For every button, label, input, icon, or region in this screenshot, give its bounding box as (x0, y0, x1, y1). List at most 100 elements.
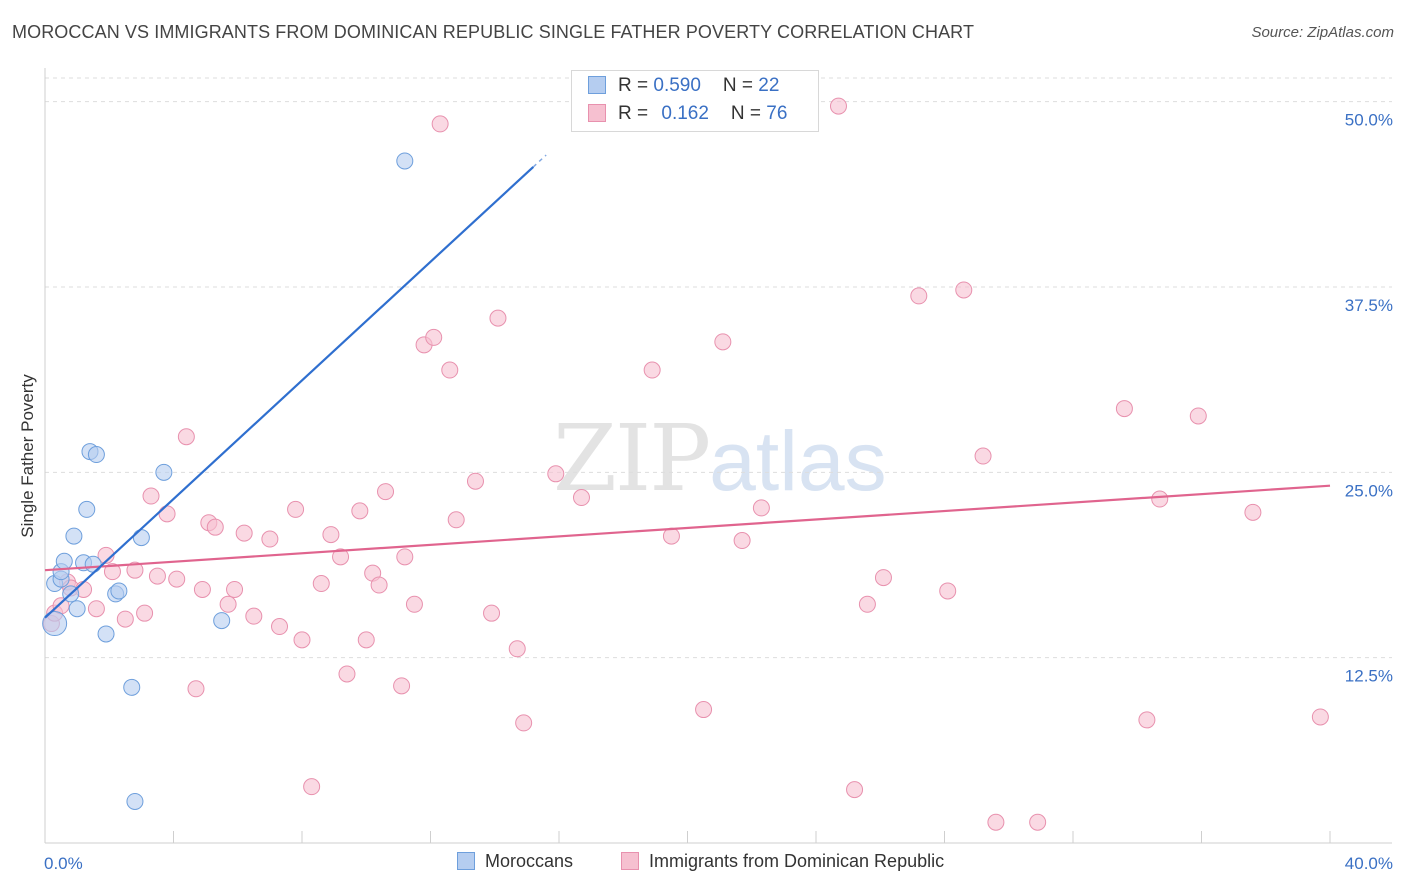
bottom-legend-swatch-blue (457, 852, 475, 870)
data-point-dominican (206, 518, 224, 536)
data-point-dominican (939, 582, 957, 600)
data-point-moroccan (396, 152, 414, 170)
data-point-dominican (377, 483, 395, 501)
data-point-dominican (955, 281, 973, 299)
trend-lines (44, 154, 1331, 619)
x-tick-label: 40.0% (1345, 854, 1393, 873)
bottom-legend-label-moroccans: Moroccans (485, 851, 574, 871)
data-point-dominican (148, 567, 166, 585)
data-point-moroccan (155, 463, 173, 481)
data-point-dominican (1189, 407, 1207, 425)
legend-swatch-pink (588, 104, 606, 122)
data-point-dominican (515, 714, 533, 732)
data-point-moroccan (126, 792, 144, 810)
data-point-dominican (235, 524, 253, 542)
data-point-dominican (695, 701, 713, 719)
data-point-dominican (714, 333, 732, 351)
data-point-dominican (136, 604, 154, 622)
data-point-dominican (858, 595, 876, 613)
dominican-points (42, 97, 1329, 831)
data-point-dominican (829, 97, 847, 115)
legend-n-label: N = (722, 75, 759, 96)
data-point-moroccan (68, 600, 86, 618)
data-point-dominican (1151, 490, 1169, 508)
data-point-moroccan (55, 552, 73, 570)
data-point-dominican (142, 487, 160, 505)
data-point-dominican (910, 287, 928, 305)
data-point-dominican (846, 781, 864, 799)
trend-line-dominican (44, 484, 1331, 572)
y-tick-label: 50.0% (1345, 111, 1393, 130)
legend-n-value: 22 (758, 75, 780, 96)
data-point-dominican (425, 328, 443, 346)
bottom-legend-swatch-pink (621, 852, 639, 870)
data-point-dominican (393, 677, 411, 695)
data-point-dominican (431, 115, 449, 133)
data-point-dominican (158, 505, 176, 523)
data-point-dominican (219, 595, 237, 613)
data-point-dominican (351, 502, 369, 520)
data-point-dominican (177, 428, 195, 446)
data-point-dominican (1138, 711, 1156, 729)
data-point-dominican (483, 604, 501, 622)
trend-line-moroccans-extension (532, 154, 547, 168)
trend-line-moroccans (44, 166, 535, 619)
data-point-dominican (572, 489, 590, 507)
data-point-dominican (312, 575, 330, 593)
data-point-dominican (974, 447, 992, 465)
legend-row-moroccans: R = 0.590 N = 22 (588, 74, 779, 98)
data-point-dominican (489, 309, 507, 327)
data-point-dominican (370, 576, 388, 594)
legend-r-value: 0.162 (661, 103, 709, 124)
data-point-dominican (405, 595, 423, 613)
data-point-dominican (126, 561, 144, 579)
data-point-dominican (441, 361, 459, 379)
data-point-dominican (187, 680, 205, 698)
grid-lines (45, 77, 1392, 659)
chart-title: MOROCCAN VS IMMIGRANTS FROM DOMINICAN RE… (12, 22, 975, 42)
data-point-dominican (303, 778, 321, 796)
data-point-dominican (87, 600, 105, 618)
watermark-atlas: atlas (709, 414, 887, 508)
correlation-legend: R = 0.590 N = 22 R = 0.162 N = 76 (571, 70, 819, 132)
data-point-dominican (338, 665, 356, 683)
data-point-dominican (752, 499, 770, 517)
data-point-dominican (322, 526, 340, 544)
tick-labels: 12.5% 25.0% 37.5% 50.0% 0.0% 40.0% (44, 111, 1393, 873)
bottom-legend-moroccans: Moroccans (457, 851, 573, 872)
data-point-dominican (874, 569, 892, 587)
data-point-moroccan (65, 527, 83, 545)
data-point-dominican (261, 530, 279, 548)
data-point-dominican (733, 532, 751, 550)
data-point-dominican (116, 610, 134, 628)
data-point-dominican (466, 472, 484, 490)
data-point-dominican (547, 465, 565, 483)
data-point-dominican (193, 580, 211, 598)
y-axis-label: Single Father Poverty (18, 374, 37, 538)
legend-n-label: N = (730, 103, 767, 124)
axes (44, 68, 1392, 844)
legend-swatch-blue (588, 76, 606, 94)
legend-r-label: R = (618, 103, 654, 124)
x-tick-label: 0.0% (44, 854, 83, 873)
data-point-dominican (643, 361, 661, 379)
data-point-moroccan (123, 678, 141, 696)
y-tick-label: 25.0% (1345, 481, 1393, 500)
data-point-moroccan (97, 625, 115, 643)
data-point-moroccan (110, 582, 128, 600)
data-point-dominican (1115, 400, 1133, 418)
y-tick-label: 37.5% (1345, 296, 1393, 315)
bottom-legend-dominican: Immigrants from Dominican Republic (621, 851, 944, 872)
legend-r-label: R = (618, 75, 654, 96)
bottom-legend-label-dominican: Immigrants from Dominican Republic (649, 851, 945, 871)
data-point-dominican (662, 527, 680, 545)
data-point-dominican (271, 618, 289, 636)
data-point-moroccan (87, 446, 105, 464)
moroccan-points (42, 152, 414, 810)
data-point-dominican (357, 631, 375, 649)
data-point-dominican (396, 548, 414, 566)
data-point-moroccan (42, 611, 68, 637)
data-point-dominican (245, 607, 263, 625)
legend-row-dominican: R = 0.162 N = 76 (588, 102, 787, 126)
